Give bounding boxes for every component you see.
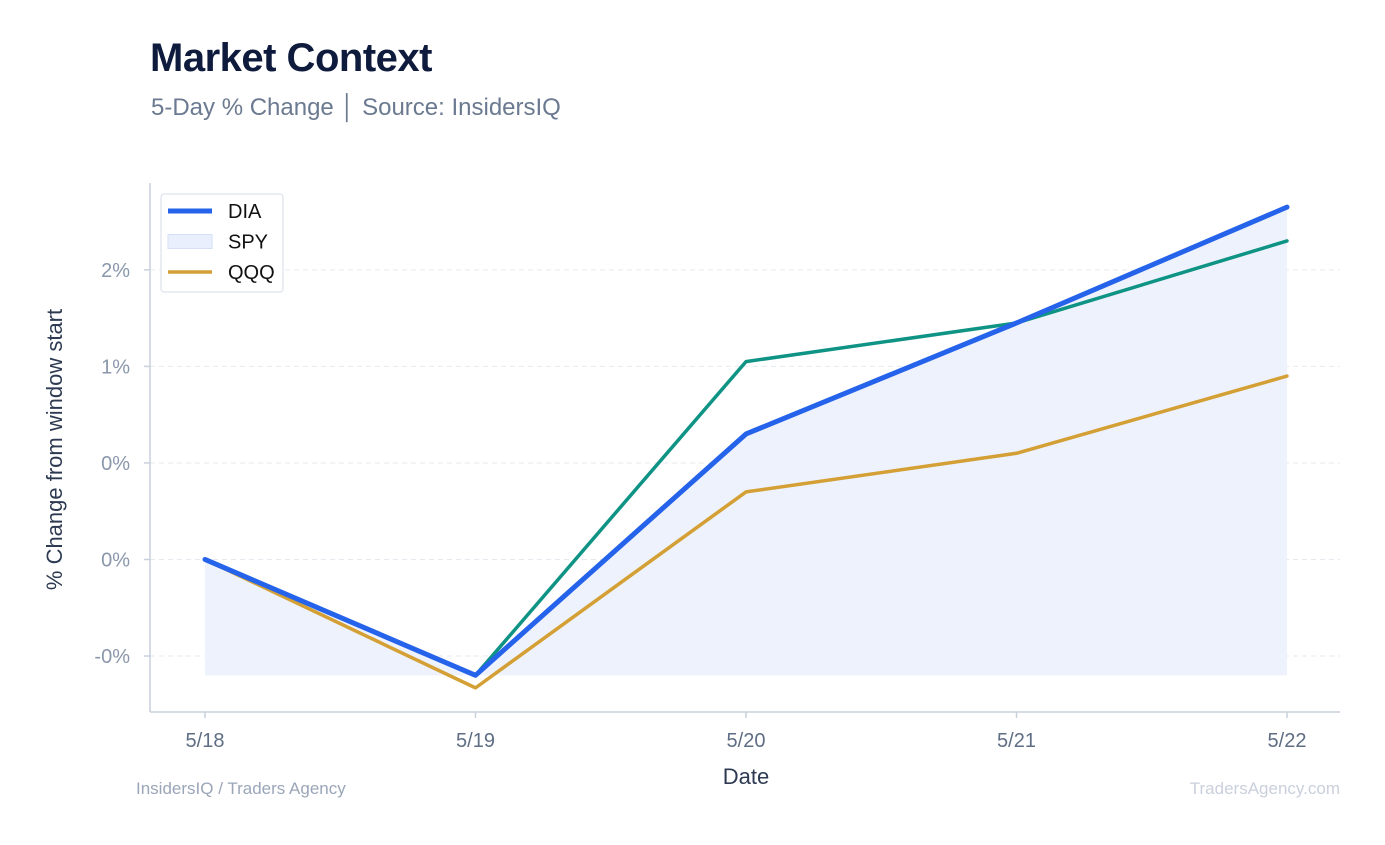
y-tick-label: 0%	[101, 549, 130, 571]
footer-credit: InsidersIQ / Traders Agency	[136, 779, 346, 798]
x-tick-label: 5/22	[1268, 730, 1307, 752]
legend-label-spy: SPY	[228, 232, 268, 254]
x-tick-label: 5/21	[997, 730, 1036, 752]
footer-watermark: TradersAgency.com	[1189, 779, 1340, 798]
x-ticks: 5/18 5/19 5/20 5/21 5/22	[186, 712, 1307, 752]
legend-label-dia: DIA	[228, 201, 262, 223]
y-tick-label: 1%	[101, 356, 130, 378]
legend-box	[160, 193, 284, 293]
x-tick-label: 5/20	[727, 730, 766, 752]
x-axis-label: Date	[723, 764, 769, 789]
legend: DIA SPY QQQ	[160, 193, 284, 293]
series-lines	[202, 204, 1290, 690]
y-ticks: -0% 0% 0% 1% 2%	[94, 260, 150, 668]
chart-subtitle: 5-Day % Change │ Source: InsidersIQ	[151, 94, 561, 121]
y-tick-label: 0%	[101, 453, 130, 475]
y-tick-label: -0%	[94, 646, 130, 668]
chart-title: Market Context	[150, 36, 432, 80]
legend-label-qqq: QQQ	[228, 262, 275, 284]
y-axis-label: % Change from window start	[42, 309, 67, 590]
y-tick-label: 2%	[101, 260, 130, 282]
legend-swatch-spy	[167, 234, 213, 249]
x-tick-label: 5/19	[456, 730, 495, 752]
x-tick-label: 5/18	[186, 730, 225, 752]
